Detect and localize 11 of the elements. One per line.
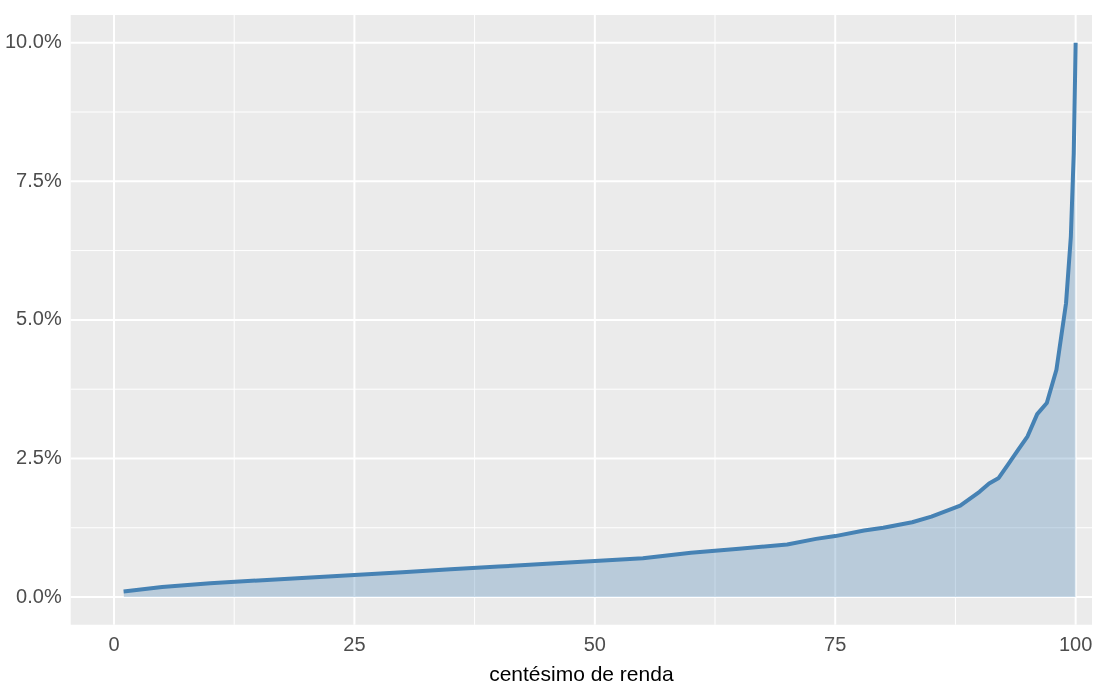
x-axis-title: centésimo de renda (489, 662, 674, 686)
x-tick-label: 25 (343, 633, 366, 656)
y-tick-label: 2.5% (16, 446, 62, 469)
x-tick-label: 100 (1058, 633, 1093, 656)
x-tick-label: 75 (824, 633, 847, 656)
x-tick-label: 0 (108, 633, 120, 656)
y-tick-label: 5.0% (16, 307, 62, 330)
y-tick-label: 0.0% (16, 584, 62, 607)
x-tick-label: 50 (583, 633, 606, 656)
y-tick-label: 7.5% (16, 168, 62, 191)
y-tick-label: 10.0% (4, 30, 62, 53)
